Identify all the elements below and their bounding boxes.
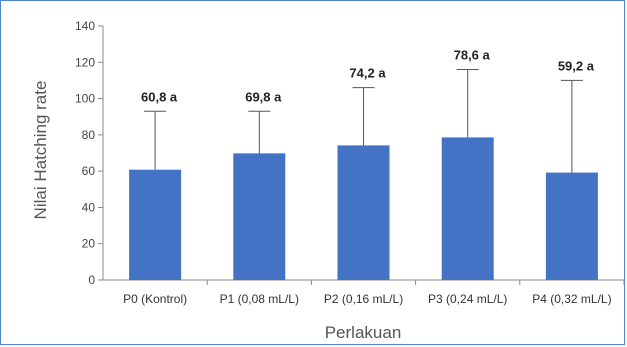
category-label: P1 (0,08 mL/L) [220,292,299,306]
bar [129,169,182,280]
category-label: P3 (0,24 mL/L) [428,292,507,306]
y-tick-label: 80 [82,128,96,142]
y-tick-label: 100 [75,92,95,106]
y-axis-title: Nilai Hatching rate [31,81,50,220]
data-label: 78,6 a [454,48,491,63]
data-label: 69,8 a [245,89,282,104]
bar [337,145,390,280]
bar [545,172,598,280]
y-tick-label: 140 [75,19,95,33]
y-tick-label: 120 [75,55,95,69]
y-tick-label: 60 [82,164,96,178]
category-labels: P0 (Kontrol) P1 (0,08 mL/L) P2 (0,16 mL/L)… [123,280,625,306]
data-label: 60,8 a [141,89,178,104]
error-bars [144,69,583,173]
data-label: 74,2 a [349,66,386,81]
x-axis-title: Perlakuan [325,323,402,342]
category-label: P4 (0,32 mL/L) [532,292,611,306]
y-tick-label: 40 [82,200,96,214]
data-label: 59,2 a [558,58,595,73]
bars [129,137,598,280]
data-labels: 60,8 a 69,8 a 74,2 a 78,6 a 59,2 a [141,48,595,105]
y-ticks: 0 20 40 60 80 100 120 140 [75,19,103,287]
bar [441,137,494,280]
category-label: P2 (0,16 mL/L) [324,292,403,306]
bar [233,153,286,280]
y-tick-label: 20 [82,237,96,251]
y-tick-label: 0 [88,273,95,287]
category-label: P0 (Kontrol) [123,292,187,306]
